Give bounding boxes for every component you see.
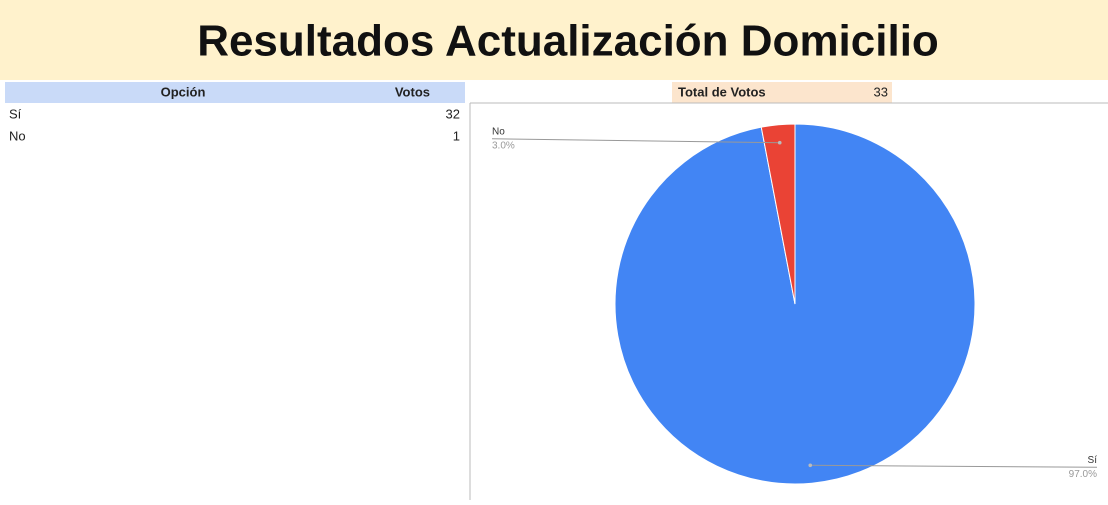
title-banner	[0, 0, 1108, 80]
total-label: Total de Votos	[678, 84, 766, 99]
header-option: Opción	[161, 84, 206, 99]
row-value: 1	[453, 128, 460, 143]
slice-percent: 3.0%	[492, 140, 515, 151]
slice-label: Sí	[1088, 455, 1098, 466]
slice-label: No	[492, 126, 505, 137]
total-header	[672, 82, 892, 103]
leader-line	[810, 464, 1098, 468]
leader-dot	[808, 463, 813, 468]
row-label: No	[9, 128, 26, 143]
row-label: Sí	[9, 106, 22, 121]
slice-percent: 97.0%	[1069, 469, 1097, 480]
row-value: 32	[446, 106, 460, 121]
title: Resultados Actualización Domicilio	[197, 17, 939, 66]
leader-dot	[777, 140, 782, 145]
table-header	[5, 82, 465, 103]
leader-line	[491, 138, 780, 144]
pie-chart: Sí 97.0% No 3.0%	[491, 123, 1098, 485]
total-value: 33	[874, 84, 888, 99]
pie-slice	[760, 123, 796, 305]
header-votes: Votos	[395, 84, 430, 99]
